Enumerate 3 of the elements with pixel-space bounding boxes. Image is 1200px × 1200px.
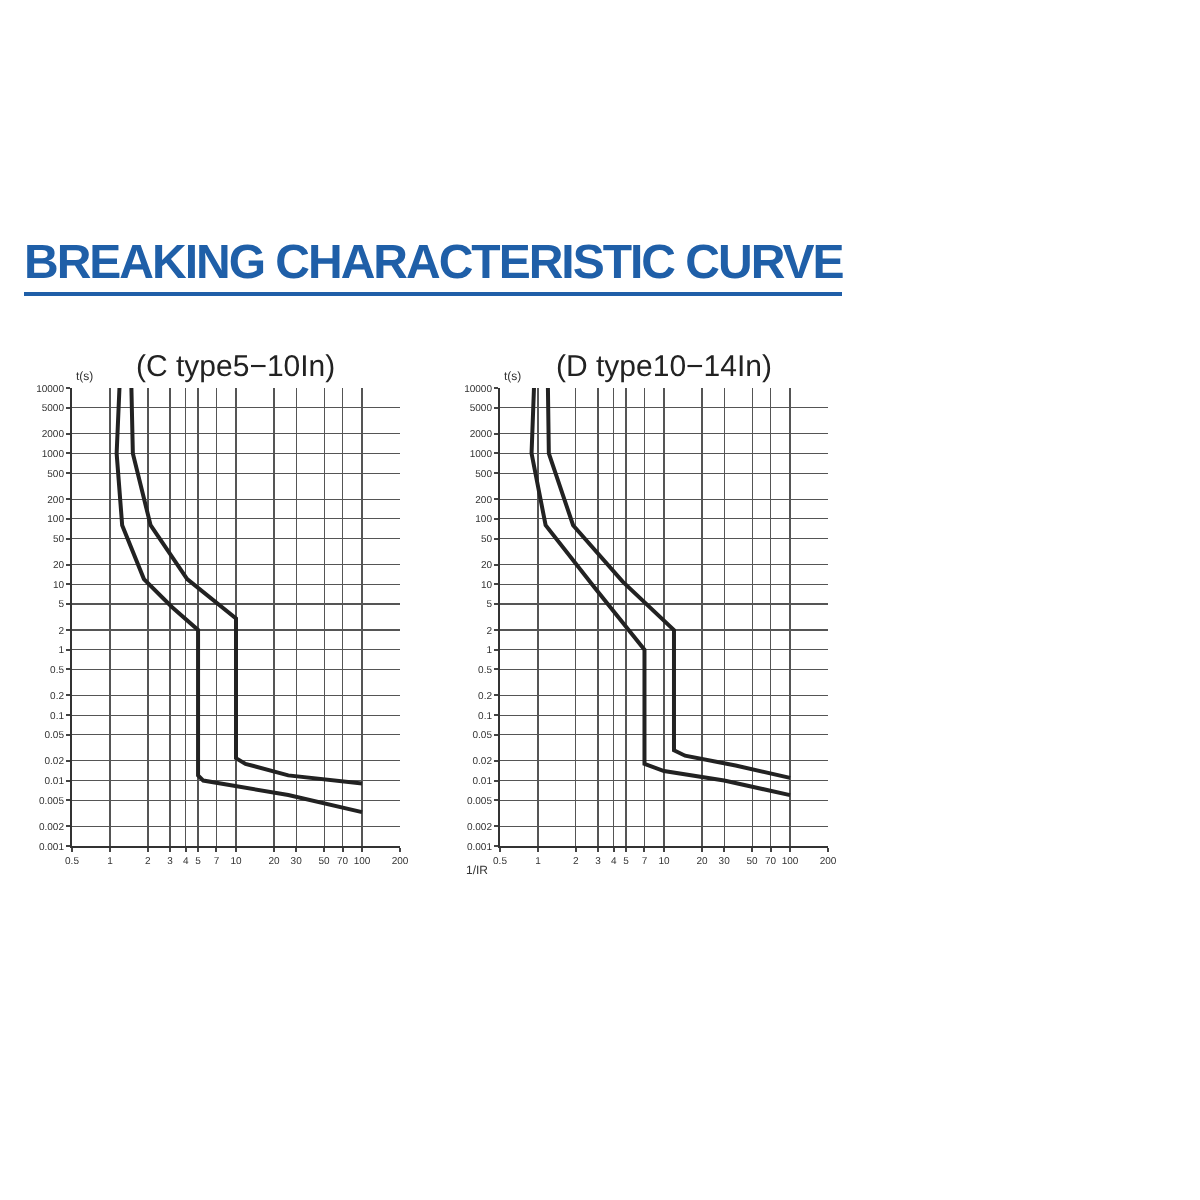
chart-subtitle: (C type5−10In) (136, 350, 336, 384)
chart-subtitle: (D type10−14In) (556, 350, 772, 384)
chart-title: BREAKING CHARACTERISTIC CURVE (24, 236, 843, 296)
